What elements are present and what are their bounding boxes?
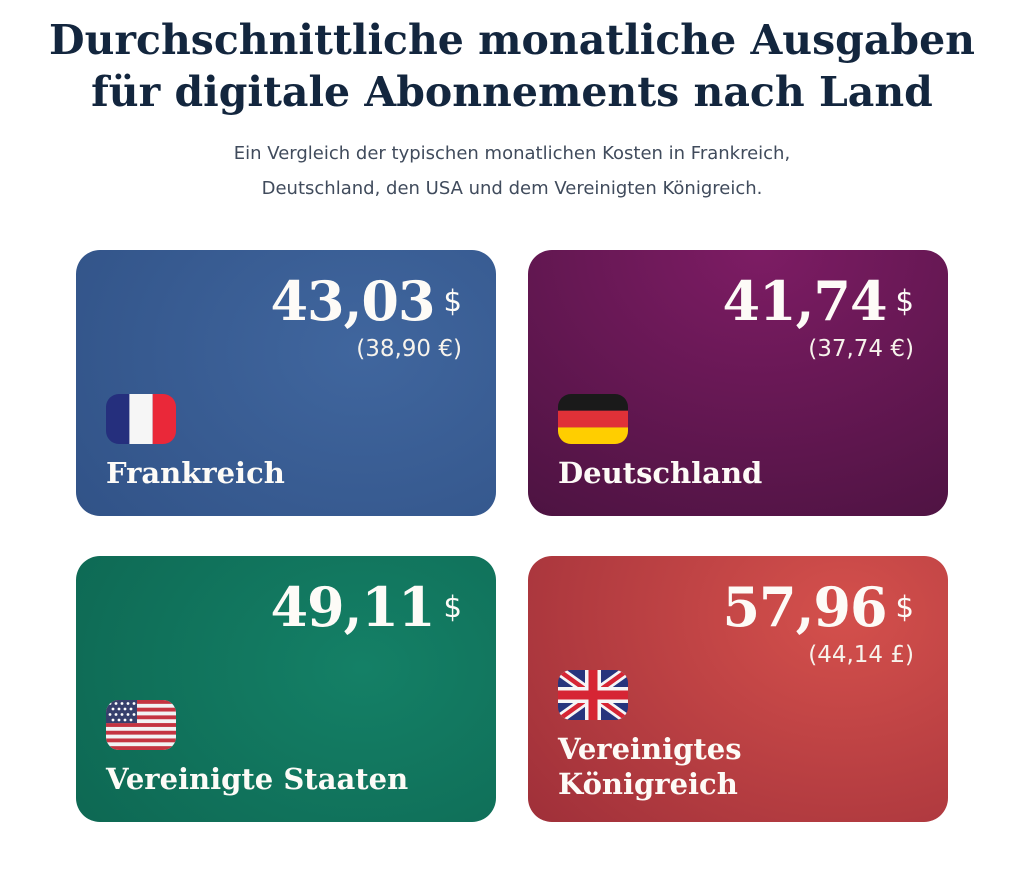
country-cards-grid: 43,03 $ (38,90 €) Frankreich xyxy=(76,250,948,823)
local-currency-value: (44,14 £) xyxy=(808,642,914,669)
price-value: 43,03 xyxy=(270,269,435,334)
dollar-currency-symbol: $ xyxy=(443,283,462,318)
price-block: 49,11 $ xyxy=(106,580,462,670)
local-currency-value: (38,90 €) xyxy=(356,336,462,363)
country-label: Frankreich xyxy=(106,455,285,490)
page-title-line1: Durchschnittliche monatliche Ausgaben xyxy=(49,16,975,64)
price-block: 57,96 $ (44,14 £) xyxy=(558,580,914,670)
country-block: Vereinigte Staaten xyxy=(106,699,462,797)
price-block: 43,03 $ (38,90 €) xyxy=(106,274,462,364)
dollar-currency-symbol: $ xyxy=(895,589,914,624)
country-label: Vereinigte Staaten xyxy=(106,761,409,796)
local-currency-value: (37,74 €) xyxy=(808,336,914,363)
uk-flag-icon xyxy=(558,670,628,721)
price-value: 41,74 xyxy=(722,269,887,334)
country-card-france: 43,03 $ (38,90 €) Frankreich xyxy=(76,250,496,517)
usa-flag-icon xyxy=(106,699,176,750)
price-value: 57,96 xyxy=(722,575,887,640)
country-card-usa: 49,11 $ xyxy=(76,556,496,823)
page-title-line2: für digitale Abonnements nach Land xyxy=(91,68,933,117)
page-title: Durchschnittliche monatliche Ausgaben fü… xyxy=(0,14,1024,118)
page-subtitle: Ein Vergleich der typischen monatlichen … xyxy=(0,136,1024,206)
germany-flag-icon xyxy=(558,393,628,444)
dollar-currency-symbol: $ xyxy=(895,283,914,318)
dollar-currency-symbol: $ xyxy=(443,589,462,624)
page-subtitle-line1: Ein Vergleich der typischen monatlichen … xyxy=(233,143,791,165)
country-block: Frankreich xyxy=(106,393,462,491)
country-block: Deutschland xyxy=(558,393,914,491)
country-block: Vereinigtes Königreich xyxy=(558,670,914,802)
price-value: 49,11 xyxy=(270,575,435,640)
country-label: Vereinigtes Königreich xyxy=(558,732,742,802)
country-card-germany: 41,74 $ (37,74 €) Deutschland xyxy=(528,250,948,517)
country-label: Deutschland xyxy=(558,455,763,490)
local-currency-value xyxy=(106,642,462,670)
page-subtitle-line2: Deutschland, den USA und dem Vereinigten… xyxy=(261,178,763,200)
country-card-uk: 57,96 $ (44,14 £) Ve xyxy=(528,556,948,823)
france-flag-icon xyxy=(106,393,176,444)
price-block: 41,74 $ (37,74 €) xyxy=(558,274,914,364)
